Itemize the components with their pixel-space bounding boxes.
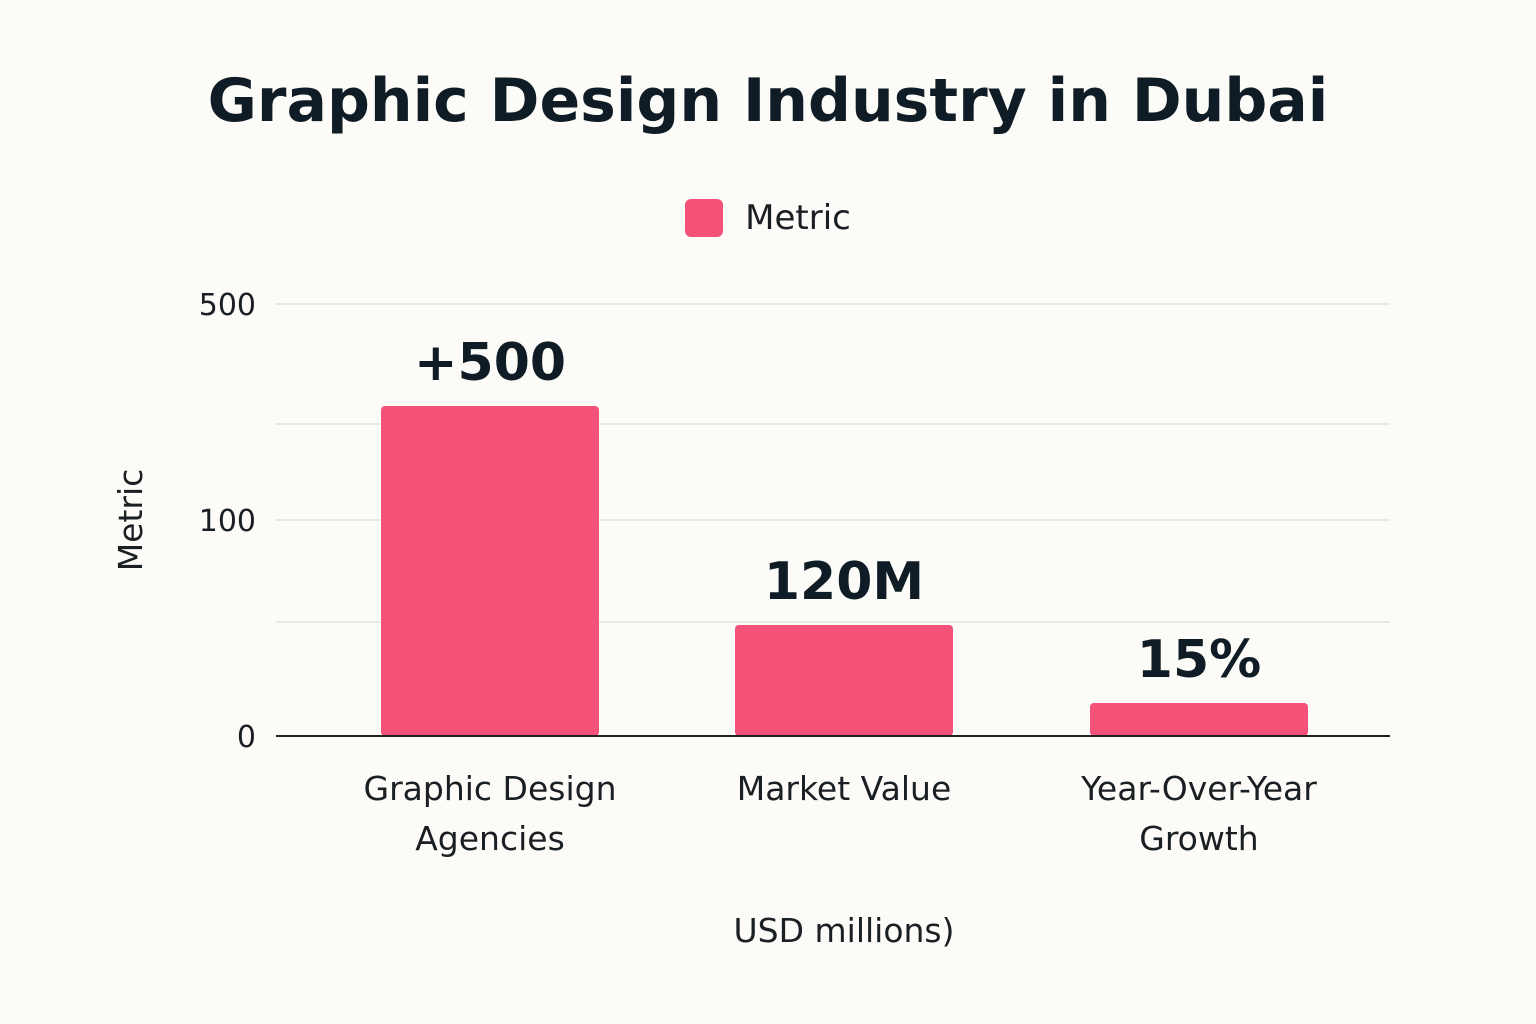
x-tick-label: Market Value — [737, 769, 952, 808]
data-label: 120M — [764, 552, 924, 612]
bar — [1090, 703, 1308, 736]
bar — [735, 625, 953, 736]
x-tick-label: Graphic Design — [364, 769, 617, 808]
legend-label: Metric — [745, 198, 851, 238]
data-label: +500 — [414, 333, 566, 393]
x-tick-label: Agencies — [415, 819, 565, 858]
legend: Metric — [0, 198, 1536, 238]
y-axis-title: Metric — [111, 469, 150, 572]
chart-title: Graphic Design Industry in Dubai — [207, 66, 1329, 136]
x-axis-title: USD millions) — [734, 911, 955, 950]
data-label: 15% — [1137, 630, 1261, 690]
y-tick-label: 500 — [199, 288, 256, 323]
y-tick-label: 100 — [199, 504, 256, 539]
x-tick-label: Year-Over-Year — [1080, 769, 1317, 808]
bar — [381, 406, 599, 736]
legend-swatch — [685, 199, 724, 237]
y-tick-label: 0 — [237, 720, 256, 755]
x-tick-label: Growth — [1139, 819, 1258, 858]
